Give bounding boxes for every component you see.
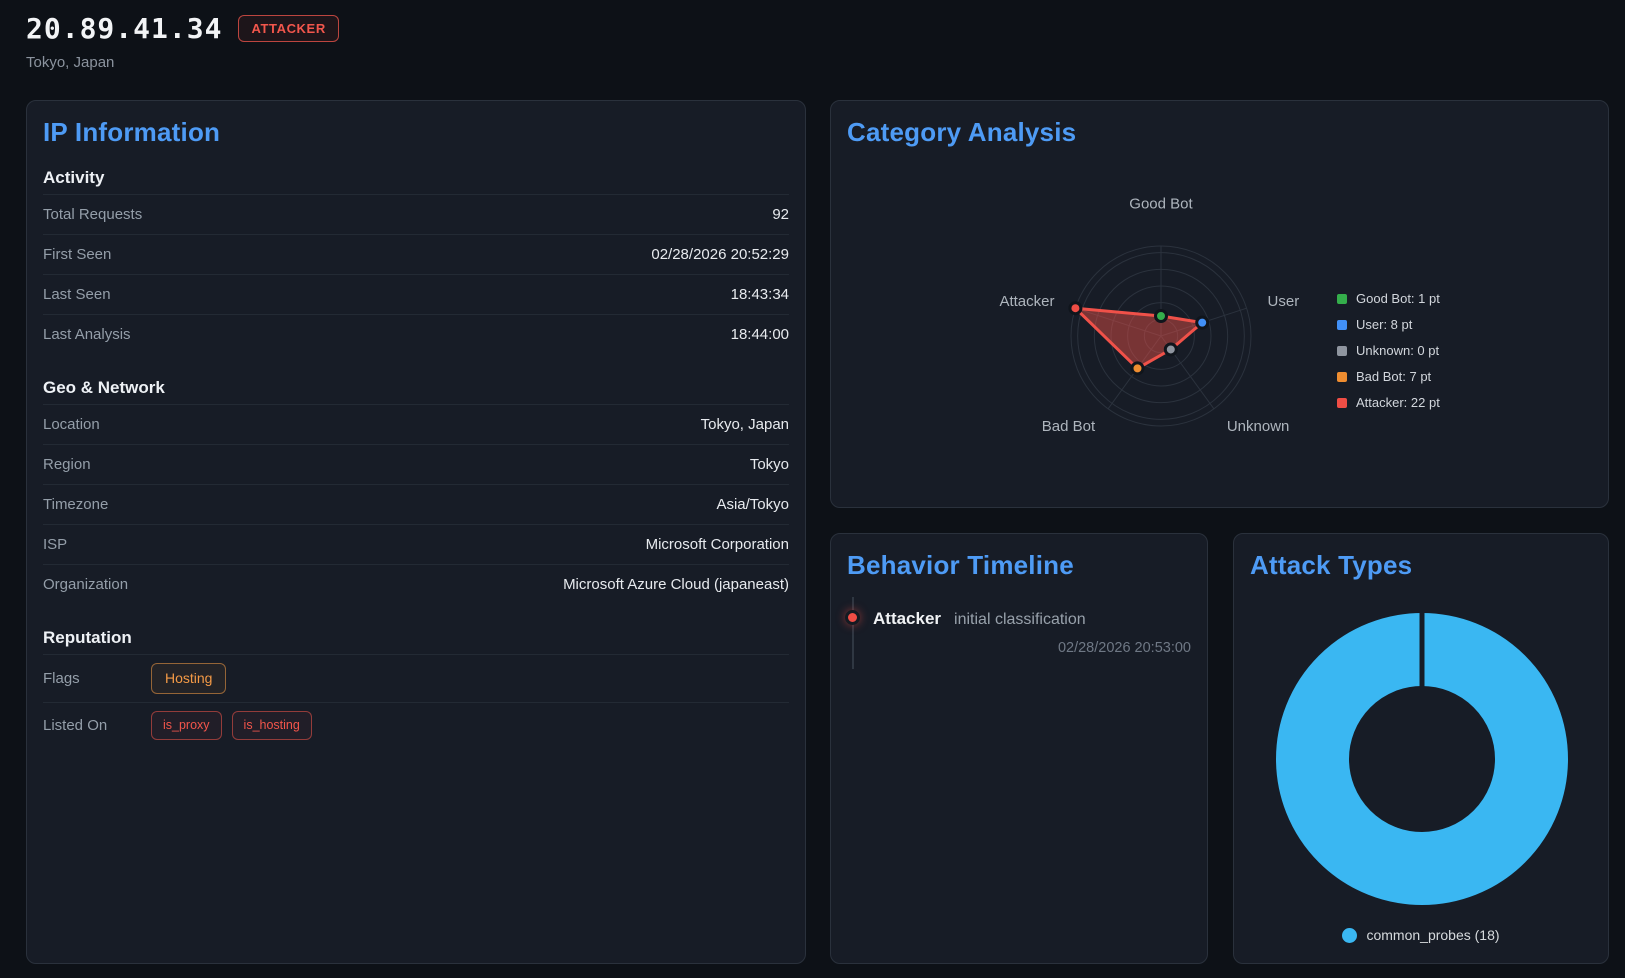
radar-axis-label: Good Bot bbox=[1129, 196, 1193, 213]
legend-dot-icon bbox=[1342, 927, 1358, 943]
legend-swatch-icon bbox=[1337, 293, 1347, 304]
legend-swatch-icon bbox=[1337, 345, 1347, 356]
timeline-event-description: initial classification bbox=[954, 611, 1086, 628]
timeline-event-timestamp: 02/28/2026 20:53:00 bbox=[1057, 640, 1191, 656]
ip-information-sections: Activity Total Requests 92 First Seen 02/28/… bbox=[43, 168, 789, 748]
header-line: 20.89.41.34 ATTACKER bbox=[26, 12, 339, 45]
row-value: 02/28/2026 20:52:29 bbox=[651, 246, 789, 263]
radar-legend-item[interactable]: Attacker: 22 pt bbox=[1337, 395, 1440, 410]
attack-types-legend: common_probes (18) bbox=[1234, 927, 1608, 943]
timeline-events: Attacker initial classification 02/28/2026… bbox=[845, 597, 1191, 669]
header: 20.89.41.34 ATTACKER Tokyo, Japan bbox=[26, 12, 339, 71]
row-label: Region bbox=[43, 456, 91, 473]
info-row: Location Tokyo, Japan bbox=[43, 404, 789, 444]
row-label: Last Analysis bbox=[43, 326, 131, 343]
category-analysis-panel: Category Analysis Good Bot User Unknown Bad… bbox=[830, 100, 1609, 508]
radar-legend-item[interactable]: Good Bot: 1 pt bbox=[1337, 291, 1440, 306]
row-label: Location bbox=[43, 416, 100, 433]
section-heading: Activity bbox=[43, 168, 105, 187]
row-value: 92 bbox=[772, 206, 789, 223]
timeline-event: Attacker initial classification 02/28/2026… bbox=[845, 597, 1191, 669]
info-row: Flags Hosting bbox=[43, 654, 789, 702]
ip-information-panel: IP Information Activity Total Requests 92 F… bbox=[26, 100, 806, 964]
row-label: First Seen bbox=[43, 246, 112, 263]
info-row: Timezone Asia/Tokyo bbox=[43, 484, 789, 524]
row-value: 18:44:00 bbox=[730, 326, 789, 343]
category-radar-legend: Good Bot: 1 pt User: 8 pt Unknown: 0 pt Bad… bbox=[1337, 291, 1440, 421]
legend-label: Unknown: 0 pt bbox=[1356, 343, 1440, 358]
category-analysis-title: Category Analysis bbox=[847, 117, 1077, 147]
row-badges: is_proxy is_hosting bbox=[151, 711, 789, 740]
legend-label: Attacker: 22 pt bbox=[1356, 395, 1440, 410]
legend-label: User: 8 pt bbox=[1356, 317, 1413, 332]
radar-legend-item[interactable]: Bad Bot: 7 pt bbox=[1337, 369, 1440, 384]
radar-axis-label: Bad Bot bbox=[1042, 418, 1096, 435]
row-value: Microsoft Azure Cloud (japaneast) bbox=[563, 576, 789, 593]
donut-svg bbox=[1276, 609, 1568, 905]
row-label: Flags bbox=[43, 670, 80, 687]
row-label: Listed On bbox=[43, 717, 108, 734]
row-value: Asia/Tokyo bbox=[716, 496, 789, 513]
behavior-timeline-panel: Behavior Timeline Attacker initial classi… bbox=[830, 533, 1208, 964]
row-label: Total Requests bbox=[43, 206, 143, 223]
info-row: Organization Microsoft Azure Cloud (japan… bbox=[43, 564, 789, 604]
info-row: Last Analysis 18:44:00 bbox=[43, 314, 789, 354]
radar-legend-item[interactable]: Unknown: 0 pt bbox=[1337, 343, 1440, 358]
radar-legend-item[interactable]: User: 8 pt bbox=[1337, 317, 1440, 332]
section-heading: Reputation bbox=[43, 628, 132, 647]
header-location: Tokyo, Japan bbox=[26, 54, 115, 71]
row-value: 18:43:34 bbox=[730, 286, 789, 303]
info-row: Listed On is_proxy is_hosting bbox=[43, 702, 789, 748]
info-row: Region Tokyo bbox=[43, 444, 789, 484]
info-row: Last Seen 18:43:34 bbox=[43, 274, 789, 314]
legend-label: Bad Bot: 7 pt bbox=[1356, 369, 1432, 384]
row-value: Microsoft Corporation bbox=[645, 536, 789, 553]
info-row: Total Requests 92 bbox=[43, 194, 789, 234]
radar-svg: Good Bot User Unknown Bad Bot Attacker bbox=[999, 196, 1300, 436]
attack-types-donut-chart[interactable] bbox=[1234, 534, 1608, 963]
row-label: Timezone bbox=[43, 496, 109, 513]
category-radar-chart[interactable]: Good Bot User Unknown Bad Bot Attacker bbox=[831, 101, 1608, 507]
legend-label[interactable]: common_probes (18) bbox=[1366, 927, 1500, 943]
attack-types-title: Attack Types bbox=[1250, 550, 1413, 580]
section-heading: Geo & Network bbox=[43, 378, 165, 397]
attack-types-panel: Attack Types common_probes (18) bbox=[1233, 533, 1609, 964]
row-label: ISP bbox=[43, 536, 68, 553]
flag-badge: is_hosting bbox=[231, 711, 312, 740]
flag-badge: is_proxy bbox=[151, 711, 222, 740]
timeline-event-head: Attacker initial classification bbox=[873, 609, 1191, 629]
timeline-dot-icon bbox=[845, 610, 860, 625]
row-badges: Hosting bbox=[151, 663, 789, 694]
info-row: ISP Microsoft Corporation bbox=[43, 524, 789, 564]
row-label: Last Seen bbox=[43, 286, 111, 303]
ip-address: 20.89.41.34 bbox=[26, 12, 223, 45]
ip-information-title: IP Information bbox=[43, 117, 221, 147]
legend-swatch-icon bbox=[1337, 397, 1347, 408]
legend-label: Good Bot: 1 pt bbox=[1356, 291, 1440, 306]
row-value: Tokyo bbox=[749, 456, 789, 473]
radar-axis-label: Attacker bbox=[999, 293, 1054, 310]
row-value: Tokyo, Japan bbox=[700, 416, 789, 433]
legend-swatch-icon bbox=[1337, 319, 1347, 330]
flag-badge: Hosting bbox=[151, 663, 227, 694]
row-label: Organization bbox=[43, 576, 129, 593]
behavior-timeline-title: Behavior Timeline bbox=[847, 550, 1074, 580]
radar-axis-label: User bbox=[1268, 293, 1300, 310]
info-row: First Seen 02/28/2026 20:52:29 bbox=[43, 234, 789, 274]
timeline-connector bbox=[852, 597, 854, 669]
timeline-event-category: Attacker bbox=[873, 609, 942, 628]
legend-swatch-icon bbox=[1337, 371, 1347, 382]
radar-axis-label: Unknown bbox=[1227, 418, 1290, 435]
attacker-badge: ATTACKER bbox=[238, 15, 339, 42]
